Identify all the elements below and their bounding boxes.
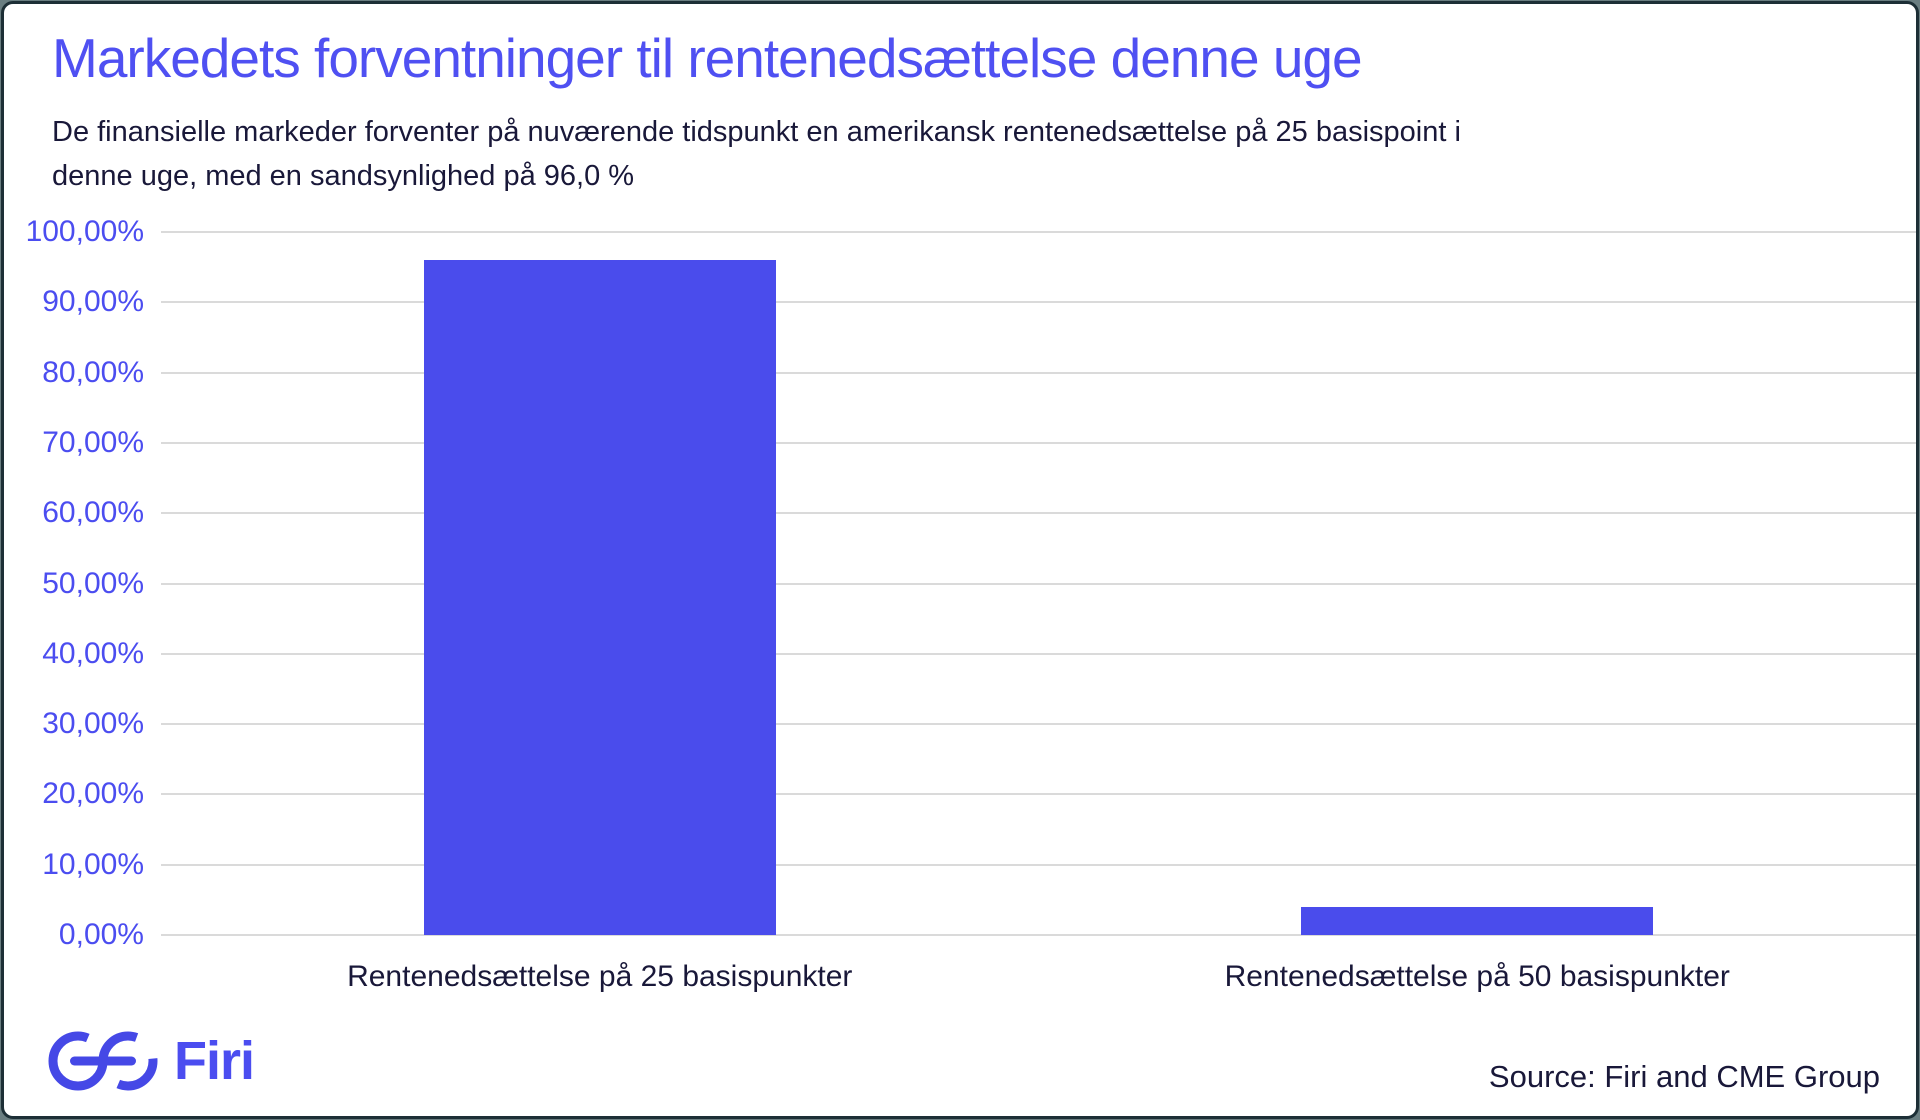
gridline [161, 512, 1916, 515]
gridline [161, 793, 1916, 796]
y-tick-label: 100,00% [25, 215, 144, 248]
gridline [161, 652, 1916, 655]
y-tick-label: 70,00% [42, 425, 144, 459]
chart-subtitle: De finansielle markeder forventer på nuv… [52, 116, 1461, 192]
chart-bar-1 [423, 260, 776, 935]
y-tick-label: 60,00% [42, 496, 144, 530]
gridline [161, 301, 1916, 304]
y-tick-label: 40,00% [42, 636, 144, 670]
firi-logo: Firi [48, 1030, 255, 1092]
y-tick-label: 10,00% [42, 847, 144, 881]
gridline [161, 863, 1916, 866]
x-category-label: Rentenedsættelse på 25 basispunkter [347, 960, 853, 993]
firi-logo-wordmark: Firi [174, 1031, 255, 1091]
y-tick-label: 30,00% [42, 707, 144, 741]
gridline [161, 371, 1916, 374]
y-tick-label: 0,00% [58, 918, 144, 951]
gridline [161, 441, 1916, 444]
gridline [161, 934, 1916, 936]
y-tick-label: 80,00% [42, 355, 144, 389]
y-tick-label: 20,00% [42, 777, 144, 811]
chart-title: Markedets forventninger til rentenedsætt… [52, 27, 1363, 89]
gridline [161, 231, 1916, 233]
gridline [161, 723, 1916, 726]
source-credit: Source: Firi and CME Group [1488, 1059, 1880, 1094]
plot-area [161, 231, 1916, 936]
chart-bar-2 [1301, 906, 1654, 935]
y-tick-label: 50,00% [42, 566, 144, 600]
x-category-label: Rentenedsættelse på 50 basispunkter [1224, 960, 1730, 993]
y-tick-label: 90,00% [42, 285, 144, 319]
gridline [161, 582, 1916, 585]
y-axis-labels: 100,00% 90,00% 80,00% 70,00% 60,00% 50,00% 40,… [4, 215, 144, 951]
firi-logo-icon [48, 1031, 158, 1091]
x-axis-labels: Rentenedsættelse på 25 basispunkter Rente… [161, 960, 1916, 1002]
